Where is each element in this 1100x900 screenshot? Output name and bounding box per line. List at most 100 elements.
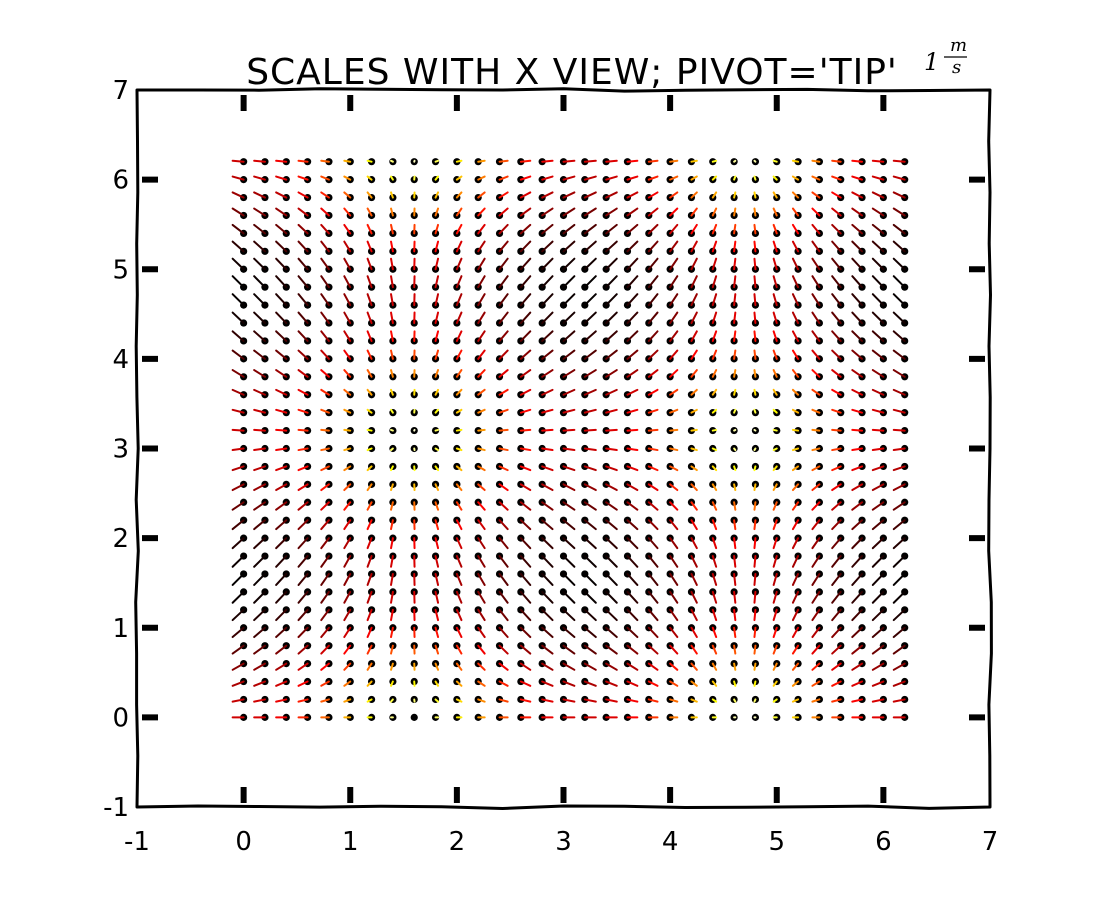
quiver-arrow bbox=[772, 698, 778, 703]
quiver-arrow bbox=[498, 428, 509, 432]
quiver-arrow bbox=[320, 501, 330, 511]
quiver-arrow bbox=[519, 644, 532, 655]
y-tick-label: 6 bbox=[112, 166, 129, 196]
quiver-arrow bbox=[231, 519, 245, 531]
quiver-arrow bbox=[647, 537, 659, 550]
quiver-arrow bbox=[831, 159, 842, 163]
quiver-arrow bbox=[231, 369, 245, 378]
quiver-arrow bbox=[690, 447, 698, 452]
quiver-arrow bbox=[871, 388, 885, 396]
quiver-arrow bbox=[455, 311, 463, 325]
quiver-arrow bbox=[831, 207, 842, 217]
quiver-arrow bbox=[541, 608, 554, 622]
quiver-arrow bbox=[253, 257, 266, 271]
y-tick-label: 0 bbox=[112, 703, 129, 733]
quiver-arrow bbox=[390, 662, 394, 671]
quiver-arrow bbox=[434, 257, 440, 271]
quiver-arrow bbox=[711, 572, 718, 586]
quiver-arrow bbox=[434, 644, 440, 655]
quiver-arrow bbox=[772, 293, 778, 307]
quiver-arrow bbox=[647, 572, 659, 586]
quiver-arrow bbox=[831, 330, 842, 342]
quiver-arrow bbox=[231, 662, 245, 671]
quiver-arrow bbox=[275, 590, 288, 604]
quiver-arrow bbox=[297, 572, 309, 586]
quiver-arrow bbox=[772, 537, 778, 550]
quiver-arrow bbox=[455, 662, 463, 671]
quiver-arrow bbox=[669, 644, 679, 655]
quiver-arrow bbox=[455, 680, 463, 687]
quiver-arrow bbox=[605, 662, 618, 671]
quiver-arrow bbox=[851, 555, 864, 568]
quiver-arrow bbox=[647, 662, 659, 671]
quiver-arrow bbox=[811, 447, 821, 452]
quiver-arrow bbox=[541, 388, 554, 396]
quiver-arrow bbox=[519, 519, 532, 531]
quiver-arrow bbox=[343, 662, 352, 671]
quiver-arrow bbox=[562, 537, 576, 550]
quiver-arrow bbox=[791, 330, 800, 342]
quiver-arrow bbox=[583, 311, 597, 325]
quiver-arrow bbox=[519, 240, 532, 253]
quiver-arrow bbox=[253, 388, 266, 396]
quiver-arrow bbox=[772, 483, 778, 492]
y-tick-mark-right bbox=[969, 176, 985, 183]
quiver-arrow bbox=[498, 408, 509, 414]
quiver-arrow bbox=[275, 447, 288, 452]
quiver-arrow bbox=[390, 626, 394, 639]
y-tick-mark-right bbox=[969, 355, 985, 362]
quiver-arrow bbox=[455, 644, 463, 655]
quiver-arrow bbox=[733, 501, 737, 511]
quiver-arrow bbox=[626, 207, 639, 217]
quiver-arrow bbox=[366, 555, 373, 568]
x-tick-label: 3 bbox=[555, 827, 572, 857]
quiver-arrow bbox=[811, 519, 821, 531]
quiver-arrow bbox=[669, 223, 679, 235]
quiver-arrow bbox=[851, 537, 864, 550]
quiver-arrow bbox=[477, 572, 486, 586]
quiver-arrow bbox=[690, 275, 698, 289]
quiver-arrow bbox=[562, 191, 576, 199]
quiver-arrow bbox=[477, 159, 486, 163]
x-tick-mark-top bbox=[880, 95, 887, 111]
quiver-arrow bbox=[541, 257, 554, 271]
quiver-arrow bbox=[831, 223, 842, 235]
quiver-arrow bbox=[892, 293, 906, 307]
quiver-arrow bbox=[343, 175, 352, 181]
quiver-arrow bbox=[772, 608, 778, 622]
quiver-arrow bbox=[366, 501, 373, 511]
quiver-arrow bbox=[455, 207, 463, 217]
quiver-arrow bbox=[831, 590, 842, 604]
quiver-arrow bbox=[851, 191, 864, 199]
quiver-arrow bbox=[811, 590, 821, 604]
quiver-arrow bbox=[871, 293, 885, 307]
quiver-arrow bbox=[669, 175, 679, 181]
y-tick-mark-right bbox=[969, 714, 985, 721]
quiver-arrow bbox=[690, 293, 698, 307]
quiver-arrow bbox=[562, 207, 576, 217]
quiver-arrow bbox=[772, 311, 778, 325]
quiver-arrow bbox=[297, 311, 309, 325]
quiver-arrow bbox=[434, 369, 440, 378]
quiver-arrow bbox=[455, 590, 463, 604]
quiver-arrow bbox=[253, 159, 266, 163]
quiver-arrow bbox=[343, 483, 352, 492]
quiver-arrow bbox=[455, 349, 463, 360]
y-tick-label: 5 bbox=[112, 255, 129, 285]
quiver-arrow bbox=[753, 608, 757, 622]
quiver-arrow bbox=[871, 349, 885, 360]
quiver-arrow bbox=[711, 175, 718, 181]
quiver-arrow bbox=[871, 447, 885, 452]
quiver-arrow bbox=[605, 483, 618, 492]
quiver-arrow bbox=[477, 555, 486, 568]
quiver-arrow bbox=[519, 275, 532, 289]
quiver-arrow bbox=[851, 428, 864, 432]
quiver-arrow bbox=[366, 537, 373, 550]
quiver-arrow bbox=[562, 608, 576, 622]
quiver-arrow bbox=[562, 465, 576, 472]
quiver-arrow bbox=[320, 175, 330, 181]
quiver-arrow bbox=[669, 330, 679, 342]
y-tick-mark bbox=[142, 535, 158, 542]
quiver-arrow bbox=[390, 555, 394, 568]
quiver-arrow bbox=[253, 207, 266, 217]
